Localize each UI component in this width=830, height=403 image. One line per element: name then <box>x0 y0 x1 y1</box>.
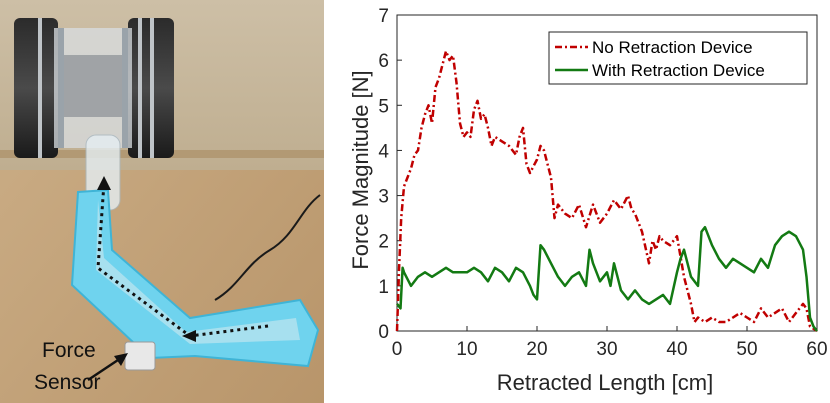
y-tick-label: 1 <box>378 277 389 298</box>
legend-label-no-retraction: No Retraction Device <box>592 38 753 57</box>
y-tick-label: 7 <box>378 6 389 27</box>
retraction-drum <box>14 18 174 158</box>
device-photo: Force Sensor <box>0 0 324 403</box>
series-line-with-retraction <box>396 225 818 332</box>
y-tick-label: 4 <box>378 141 389 162</box>
y-tick-label: 6 <box>378 51 389 72</box>
arrow-head-bottom <box>182 330 196 342</box>
force-sensor <box>124 341 156 371</box>
y-axis-label: Force Magnitude [N] <box>348 70 373 269</box>
x-tick-label: 50 <box>736 339 757 360</box>
x-tick-label: 20 <box>526 339 547 360</box>
axis-ticks: 0 10 20 30 40 50 60 0 1 2 3 4 5 6 7 <box>378 6 827 360</box>
legend-box <box>548 31 808 85</box>
y-tick-label: 5 <box>378 96 389 117</box>
x-tick-label: 40 <box>666 339 687 360</box>
sensor-label: Sensor <box>34 371 101 394</box>
arrow-head-top <box>97 176 111 190</box>
x-tick-label: 0 <box>392 339 403 360</box>
tube-inner <box>96 200 300 344</box>
x-tick-label: 10 <box>456 339 477 360</box>
cable <box>214 194 321 301</box>
series-line-no-retraction <box>395 49 818 333</box>
force-label: Force <box>42 339 96 362</box>
series-group <box>395 49 818 333</box>
x-axis-label: Retracted Length [cm] <box>497 370 713 395</box>
retraction-path <box>96 182 269 338</box>
legend-label-with-retraction: With Retraction Device <box>592 61 765 80</box>
x-tick-label: 60 <box>806 339 827 360</box>
legend: No Retraction Device With Retraction Dev… <box>548 31 808 85</box>
sensor-arrow-head <box>114 353 128 366</box>
y-tick-label: 2 <box>378 232 389 253</box>
x-tick-label: 30 <box>596 339 617 360</box>
blue-tube <box>70 188 320 368</box>
y-tick-label: 3 <box>378 187 389 208</box>
y-tick-label: 0 <box>378 322 389 343</box>
force-chart: 0 10 20 30 40 50 60 0 1 2 3 4 5 6 7 Force Magnitude [N… <box>348 6 828 395</box>
